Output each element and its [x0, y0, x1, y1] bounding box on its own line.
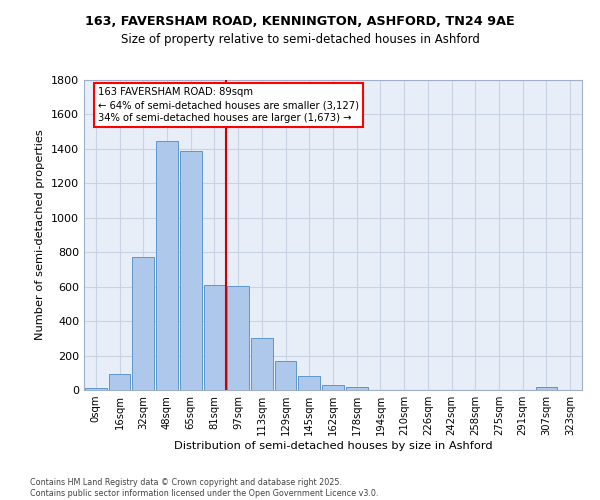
Bar — [536, 387, 557, 390]
Text: 163 FAVERSHAM ROAD: 89sqm
← 64% of semi-detached houses are smaller (3,127)
34% : 163 FAVERSHAM ROAD: 89sqm ← 64% of semi-… — [98, 87, 359, 124]
Y-axis label: Number of semi-detached properties: Number of semi-detached properties — [35, 130, 46, 340]
Bar — [346, 386, 368, 390]
Text: 163, FAVERSHAM ROAD, KENNINGTON, ASHFORD, TN24 9AE: 163, FAVERSHAM ROAD, KENNINGTON, ASHFORD… — [85, 15, 515, 28]
Bar — [227, 286, 249, 390]
Bar — [275, 360, 296, 390]
Bar — [203, 285, 226, 390]
X-axis label: Distribution of semi-detached houses by size in Ashford: Distribution of semi-detached houses by … — [173, 441, 493, 451]
Bar — [85, 388, 107, 390]
Bar — [133, 256, 154, 390]
Bar — [180, 152, 202, 390]
Bar — [109, 374, 130, 390]
Bar — [322, 385, 344, 390]
Text: Size of property relative to semi-detached houses in Ashford: Size of property relative to semi-detach… — [121, 32, 479, 46]
Text: Contains HM Land Registry data © Crown copyright and database right 2025.
Contai: Contains HM Land Registry data © Crown c… — [30, 478, 379, 498]
Bar — [156, 141, 178, 390]
Bar — [298, 376, 320, 390]
Bar — [251, 338, 273, 390]
